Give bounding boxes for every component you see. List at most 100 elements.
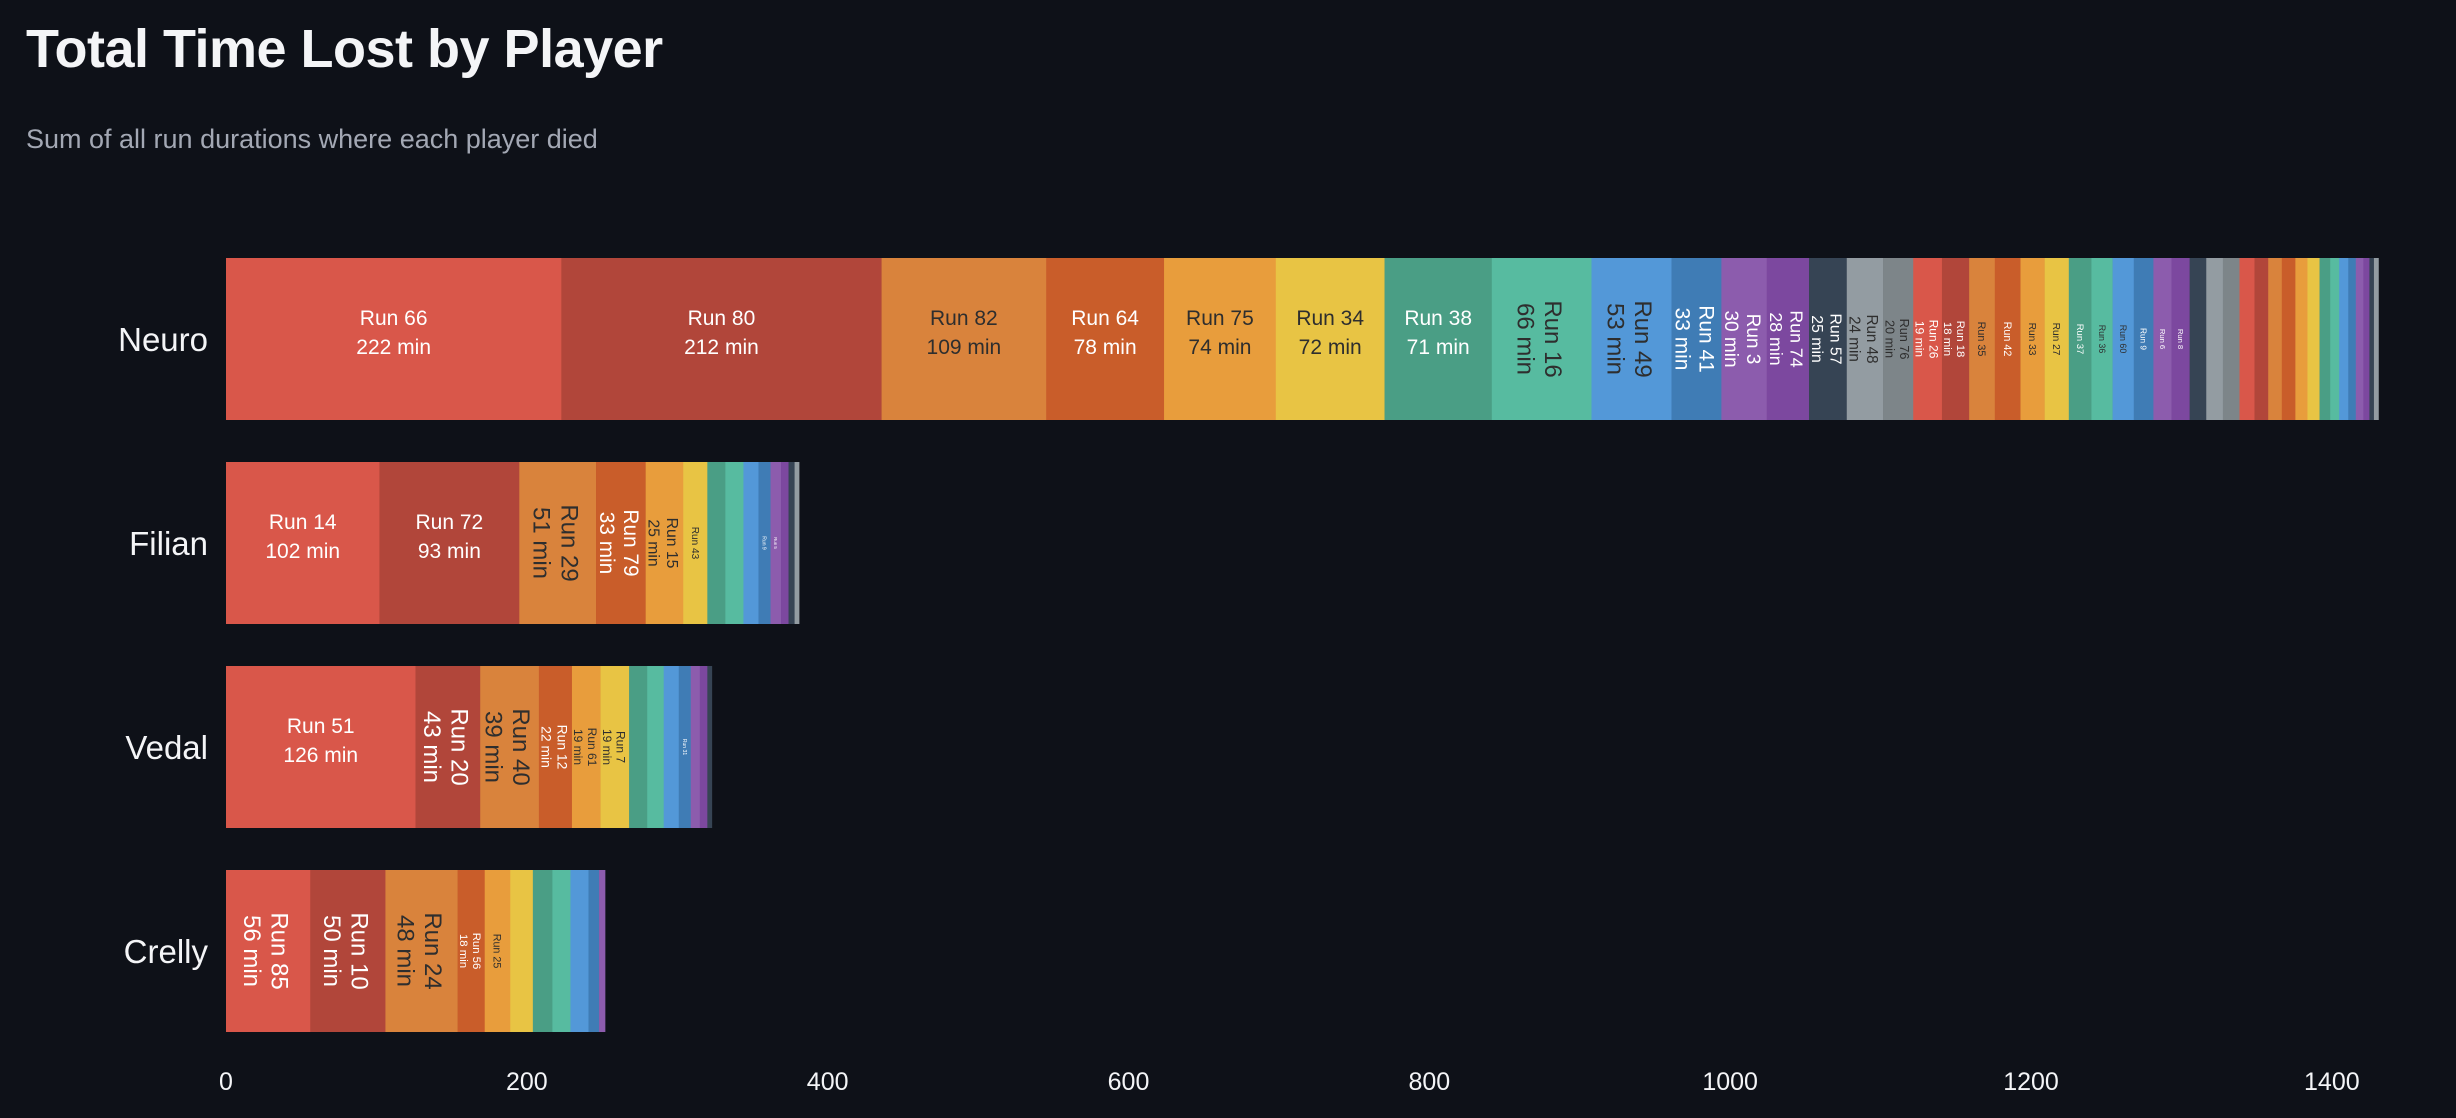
bar-segment[interactable] — [881, 258, 1047, 420]
bar-group-vedal: Vedal Run 51 126 min Run 2043 min Run 4039 m… — [125, 666, 713, 828]
bar-segment[interactable] — [2319, 258, 2331, 420]
bar-segment[interactable] — [629, 666, 648, 828]
bar-segment[interactable] — [226, 462, 380, 624]
bar-segment[interactable] — [645, 462, 684, 624]
bar-segment[interactable] — [2068, 258, 2092, 420]
bar-segment[interactable] — [1913, 258, 1943, 420]
bar-segment[interactable] — [2020, 258, 2045, 420]
bar-segment[interactable] — [2363, 258, 2370, 420]
segment-label: Run 5618 min — [457, 933, 482, 970]
bar-segment[interactable] — [1766, 258, 1810, 420]
bar-segment[interactable] — [2112, 258, 2135, 420]
bar-segment[interactable] — [2339, 258, 2349, 420]
bar-segment[interactable] — [226, 666, 416, 828]
bar-segment[interactable] — [510, 870, 534, 1032]
bar-segment[interactable] — [743, 462, 759, 624]
bar-segment[interactable] — [1721, 258, 1768, 420]
bar-segment[interactable] — [226, 870, 311, 1032]
bar-segment[interactable] — [2307, 258, 2320, 420]
bar-segment[interactable] — [596, 462, 646, 624]
x-tick-label: 400 — [807, 1068, 849, 1096]
bar-segment[interactable] — [2206, 258, 2224, 420]
bar-segment[interactable] — [1491, 258, 1592, 420]
bar-segment[interactable] — [2295, 258, 2308, 420]
bar-segment[interactable] — [683, 462, 708, 624]
bar-segment[interactable] — [1275, 258, 1385, 420]
bar-segment[interactable] — [794, 462, 800, 624]
bar-segment[interactable] — [2369, 258, 2375, 420]
bar-segment[interactable] — [570, 870, 589, 1032]
bar-segment[interactable] — [600, 666, 630, 828]
x-tick-label: 0 — [219, 1068, 233, 1096]
bar-segment[interactable] — [2239, 258, 2255, 420]
bar-segment[interactable] — [663, 666, 680, 828]
category-label: Vedal — [125, 729, 208, 766]
bar-segment[interactable] — [226, 258, 562, 420]
segment-label: Run 75 74 min — [1186, 307, 1254, 359]
bar-segment[interactable] — [1941, 258, 1970, 420]
bar-segment[interactable] — [678, 666, 692, 828]
bar-segment[interactable] — [552, 870, 571, 1032]
bar-segment[interactable] — [781, 462, 789, 624]
bar-segment[interactable] — [1994, 258, 2021, 420]
bar-segment[interactable] — [647, 666, 665, 828]
bar-segment[interactable] — [1591, 258, 1672, 420]
bar-segment[interactable] — [2373, 258, 2379, 420]
bar-segment[interactable] — [1883, 258, 1914, 420]
bar-segment[interactable] — [725, 462, 744, 624]
x-tick-label: 1000 — [1702, 1068, 1758, 1096]
bar-segment[interactable] — [480, 666, 540, 828]
bar-segment[interactable] — [561, 258, 882, 420]
bar-segment[interactable] — [571, 666, 601, 828]
bar-segment[interactable] — [538, 666, 573, 828]
bar-segment[interactable] — [457, 870, 486, 1032]
bar-segment[interactable] — [2171, 258, 2190, 420]
bar-segment[interactable] — [690, 666, 701, 828]
bar-segment[interactable] — [1969, 258, 1996, 420]
bar-segment[interactable] — [1846, 258, 1884, 420]
bar-segment[interactable] — [2348, 258, 2357, 420]
category-label: Filian — [129, 525, 208, 562]
page-title: Total Time Lost by Player — [26, 19, 663, 79]
bar-segment[interactable] — [379, 462, 520, 624]
bar-segment[interactable] — [788, 462, 795, 624]
bar-segment[interactable] — [415, 666, 481, 828]
bar-segment[interactable] — [2268, 258, 2283, 420]
bar-segment[interactable] — [2189, 258, 2207, 420]
segment-label: Run 60 — [2118, 325, 2128, 354]
bar-segment[interactable] — [2133, 258, 2154, 420]
bar-segment[interactable] — [758, 462, 771, 624]
bar-segment[interactable] — [519, 462, 597, 624]
bar-segment[interactable] — [484, 870, 511, 1032]
bar-segment[interactable] — [2044, 258, 2070, 420]
bar-segment[interactable] — [707, 462, 726, 624]
bar-segment[interactable] — [2091, 258, 2113, 420]
bar-segment[interactable] — [2281, 258, 2296, 420]
segment-label: Run 82 109 min — [927, 307, 1002, 359]
bar-segment[interactable] — [1384, 258, 1493, 420]
bar-segment[interactable] — [1164, 258, 1277, 420]
bar-segment[interactable] — [770, 462, 782, 624]
bar-segment[interactable] — [385, 870, 458, 1032]
bar-segment[interactable] — [1046, 258, 1165, 420]
bar-segment[interactable] — [599, 870, 606, 1032]
bar-segment[interactable] — [1809, 258, 1848, 420]
segment-label: Run 1818 min — [1941, 321, 1966, 358]
bar-group-crelly: Crelly Run 8556 min Run 1050 min Run 2448 m… — [124, 870, 606, 1032]
bar-segment[interactable] — [532, 870, 553, 1032]
bar-segment[interactable] — [699, 666, 708, 828]
bar-group-filian: Filian Run 14 102 min Run 72 93 min Run 2951 … — [129, 462, 800, 624]
bar-segment[interactable] — [2355, 258, 2364, 420]
segment-label: Run 2951 min — [528, 504, 583, 581]
bar-segment[interactable] — [1671, 258, 1722, 420]
bar-segment[interactable] — [2222, 258, 2240, 420]
segment-label: Run 8 — [2176, 329, 2185, 349]
bar-segment[interactable] — [588, 870, 600, 1032]
x-tick-label: 600 — [1108, 1068, 1150, 1096]
bar-segment[interactable] — [2153, 258, 2172, 420]
bar-segment[interactable] — [707, 666, 713, 828]
bar-segment[interactable] — [2254, 258, 2269, 420]
bar-segment[interactable] — [2330, 258, 2340, 420]
bar-segment[interactable] — [310, 870, 386, 1032]
